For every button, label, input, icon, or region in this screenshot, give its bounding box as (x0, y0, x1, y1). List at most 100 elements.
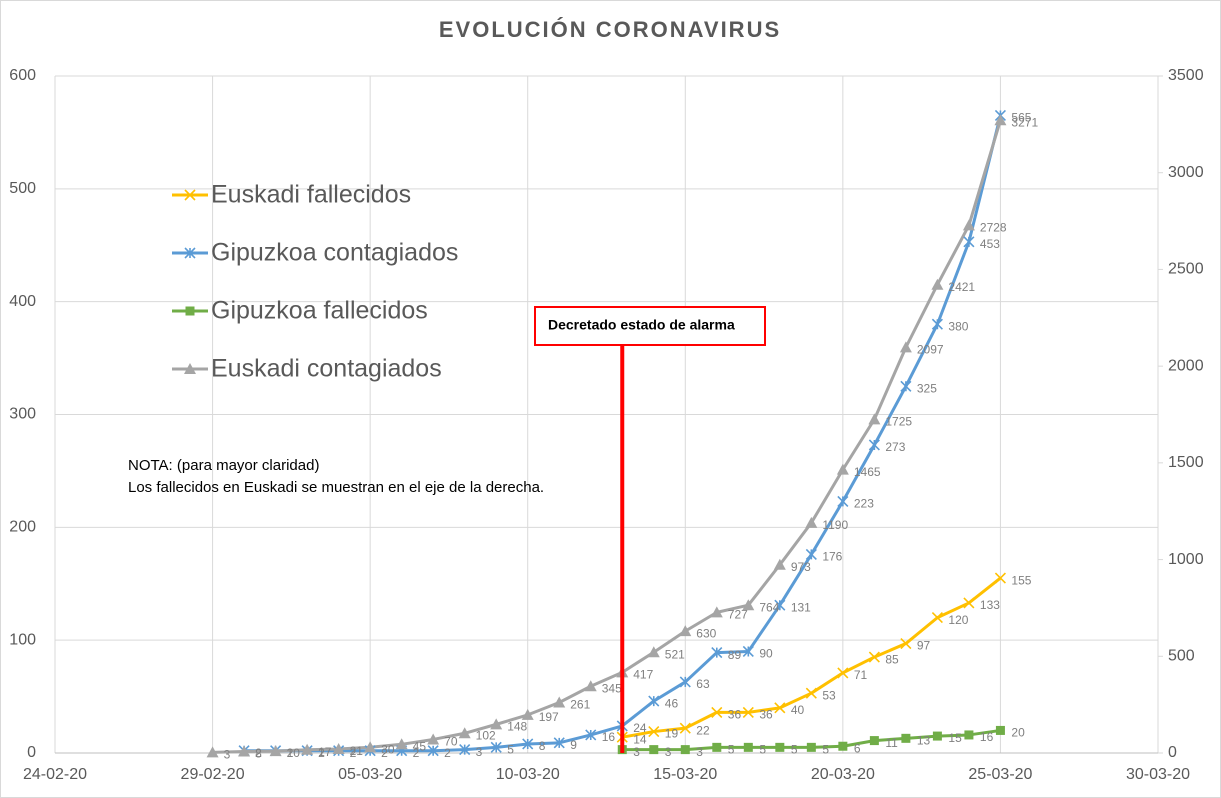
y-tick-label: 200 (9, 519, 36, 536)
data-label: 70 (444, 735, 458, 749)
x-tick-label: 29-02-20 (181, 766, 245, 783)
data-label: 2 (287, 746, 294, 760)
marker (995, 725, 1005, 735)
y-tick-label: 300 (9, 406, 36, 423)
marker (900, 637, 912, 650)
data-label: 2 (381, 746, 388, 760)
marker-shape (931, 612, 943, 624)
data-label: 417 (633, 668, 653, 682)
marker (185, 306, 195, 316)
x-tick-label: 25-03-20 (968, 766, 1032, 783)
data-label: 15 (948, 731, 962, 745)
marker (931, 612, 943, 624)
marker-shape (742, 706, 754, 718)
data-label: 973 (791, 560, 811, 574)
marker-shape (427, 745, 439, 757)
marker-shape (711, 706, 723, 718)
marker (836, 463, 849, 475)
data-label: 3 (224, 748, 231, 762)
marker-shape (522, 738, 534, 750)
marker-shape (869, 736, 879, 746)
y2-tick-label: 2500 (1168, 261, 1204, 278)
data-label: 102 (476, 728, 496, 742)
marker-shape (490, 741, 502, 753)
marker (648, 725, 660, 738)
data-label: 22 (696, 723, 710, 737)
marker (743, 742, 753, 752)
marker (490, 741, 502, 753)
data-label: 131 (791, 600, 811, 614)
data-label: 5 (791, 743, 798, 757)
marker (184, 189, 196, 201)
marker (238, 745, 251, 757)
marker (962, 219, 975, 231)
data-label: 3 (476, 745, 483, 759)
marker-shape (521, 708, 534, 720)
marker-shape (553, 737, 565, 749)
data-label: 10 (287, 746, 301, 760)
marker (775, 742, 785, 752)
marker (301, 743, 314, 755)
annotation-box (534, 306, 766, 346)
marker-shape (184, 363, 196, 374)
marker-shape (962, 219, 975, 231)
data-label: 380 (948, 319, 968, 333)
marker-shape (585, 729, 597, 741)
marker (490, 718, 503, 730)
marker (427, 745, 439, 757)
marker-shape (805, 516, 818, 528)
marker (742, 599, 755, 611)
data-label: 6 (854, 741, 861, 755)
marker (364, 741, 377, 753)
marker-shape (185, 306, 195, 316)
marker-shape (427, 733, 440, 745)
marker (648, 695, 660, 707)
marker (931, 318, 943, 330)
data-label: 3 (696, 745, 703, 759)
marker-shape (742, 599, 755, 611)
legend-label: Euskadi contagiados (211, 355, 442, 383)
x-tick-label: 30-03-20 (1126, 766, 1190, 783)
marker (774, 702, 786, 714)
marker-shape (206, 746, 219, 758)
marker (963, 597, 975, 609)
marker (649, 745, 659, 755)
data-label: 273 (885, 440, 905, 454)
data-label: 120 (948, 613, 968, 627)
marker (711, 647, 723, 659)
data-label: 24 (633, 721, 647, 735)
data-label: 63 (696, 677, 710, 691)
y2-tick-label: 2000 (1168, 357, 1204, 374)
marker-shape (269, 745, 282, 757)
marker (932, 731, 942, 741)
marker (459, 744, 471, 756)
marker (184, 247, 196, 259)
y2-tick-label: 3500 (1168, 67, 1204, 84)
marker (805, 687, 817, 699)
series-line (212, 119, 1002, 754)
marker-shape (836, 463, 849, 475)
marker-shape (805, 687, 817, 699)
marker (868, 651, 880, 663)
marker-shape (364, 741, 377, 753)
y-tick-label: 0 (27, 744, 36, 761)
marker (868, 439, 880, 451)
data-label: 89 (728, 648, 742, 662)
y2-tick-label: 0 (1168, 744, 1177, 761)
chart-title: EVOLUCIÓN CORONAVIRUS (439, 17, 781, 42)
data-label: 325 (917, 381, 937, 395)
marker-shape (184, 247, 196, 259)
data-label: 1725 (885, 415, 912, 429)
y-tick-label: 500 (9, 180, 36, 197)
data-label: 133 (980, 598, 1000, 612)
marker (680, 745, 690, 755)
marker-shape (806, 742, 816, 752)
data-label: 2 (255, 746, 262, 760)
y2-tick-label: 3000 (1168, 164, 1204, 181)
data-label: 1465 (854, 465, 881, 479)
marker (711, 706, 723, 718)
marker-shape (710, 606, 723, 618)
marker-shape (238, 745, 251, 757)
data-label: 453 (980, 237, 1000, 251)
